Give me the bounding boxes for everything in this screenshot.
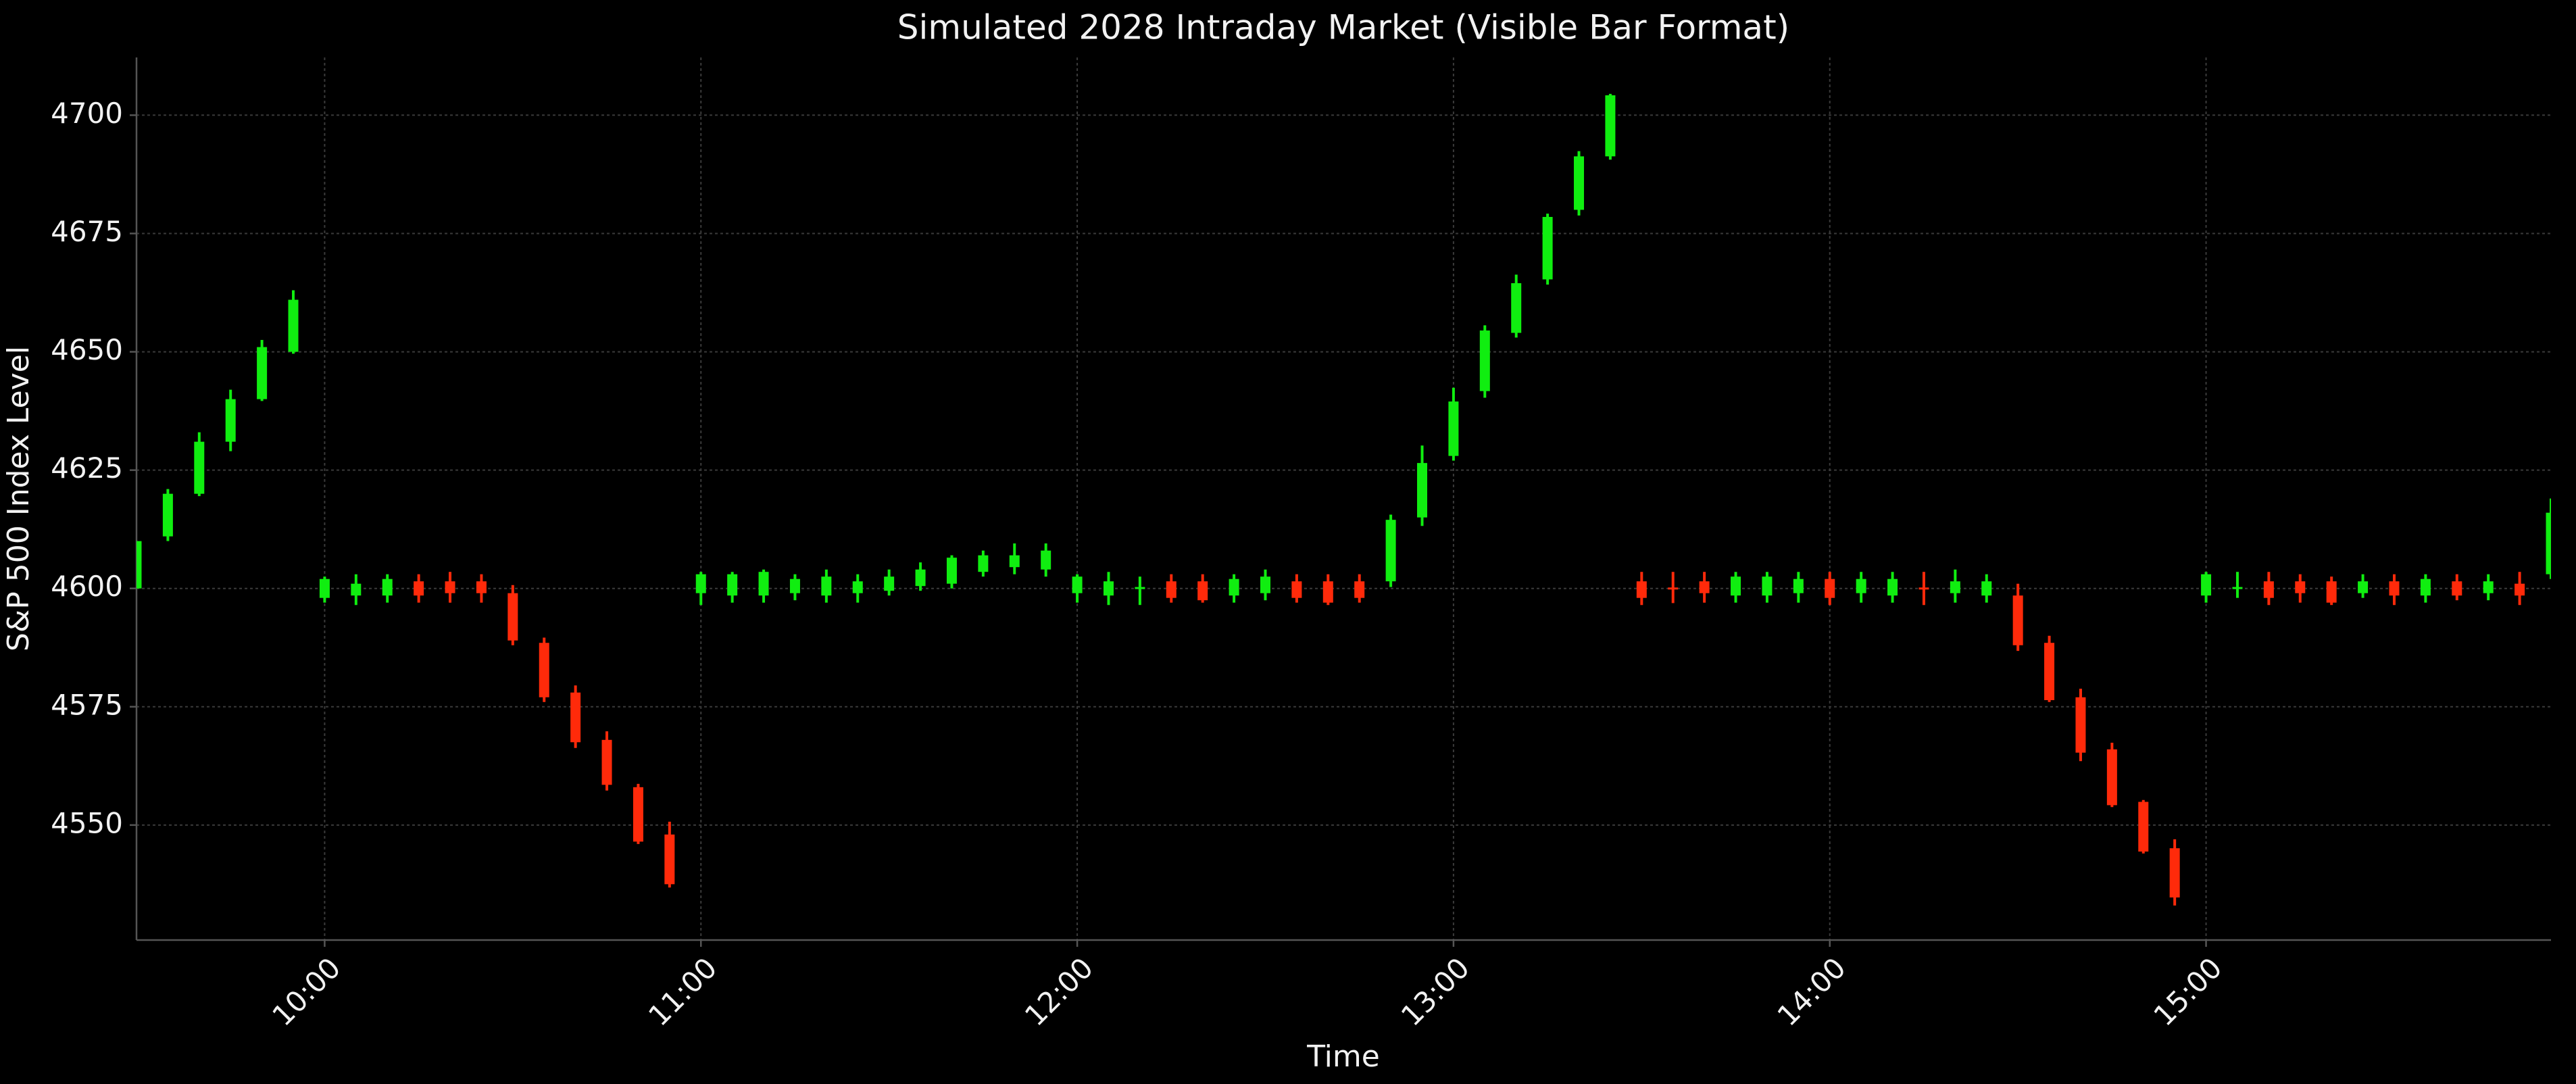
candle-body (2201, 574, 2212, 596)
candle-body (1291, 581, 1302, 598)
x-tick-label: 12:00 (1018, 951, 1099, 1032)
candle-body (2515, 583, 2525, 596)
candles (137, 93, 2551, 906)
candle-body (1825, 578, 1835, 598)
candle-body (288, 299, 299, 352)
candle-body (1103, 581, 1114, 596)
candle-body (1417, 463, 1428, 518)
candle-body (257, 347, 268, 399)
candle-body (1950, 581, 1960, 593)
candle-body (758, 572, 769, 596)
candle-body (2358, 581, 2369, 593)
candle-body (2169, 848, 2180, 897)
candle-body (2232, 587, 2243, 589)
y-tick-label: 4550 (51, 806, 123, 839)
y-tick-label: 4600 (51, 570, 123, 603)
candle-body (2295, 581, 2306, 593)
candle-body (225, 399, 236, 442)
candle-body (1668, 587, 1679, 590)
candle-body (1542, 216, 1553, 280)
candle-body (1574, 156, 1585, 210)
candle-body (1699, 581, 1710, 593)
x-tick-label: 15:00 (2147, 951, 2228, 1032)
candle-body (695, 574, 706, 593)
y-tick-label: 4675 (51, 215, 123, 248)
candle-body (633, 787, 643, 842)
y-tick-label: 4700 (51, 97, 123, 130)
candle-body (1197, 581, 1208, 601)
candle-body (2420, 578, 2431, 596)
x-tick-label: 14:00 (1771, 951, 1852, 1032)
candle-body (915, 569, 926, 587)
candle-body (2012, 595, 2023, 645)
candle-body (194, 441, 205, 494)
candle-body (2389, 581, 2400, 596)
candle-body (1229, 578, 1239, 596)
candle-body (1856, 578, 1866, 593)
candle-body (1981, 581, 1992, 596)
candle-body (1385, 520, 1396, 582)
candle-body (1260, 576, 1270, 593)
candle-body (1041, 550, 1051, 570)
candle-body (570, 692, 581, 743)
y-tick-label: 4575 (51, 688, 123, 721)
candle-body (2452, 581, 2462, 596)
candle-body (2044, 643, 2055, 700)
candle-body (319, 578, 330, 598)
chart-title: Simulated 2028 Intraday Market (Visible … (897, 8, 1789, 47)
candle-body (1166, 581, 1176, 598)
candle-body (1135, 587, 1145, 589)
candle-body (1479, 330, 1490, 391)
x-axis-label: Time (1306, 1039, 1380, 1074)
candle-body (2138, 802, 2149, 852)
candle-body (1322, 581, 1333, 603)
y-tick-label: 4625 (51, 451, 123, 485)
candle-body (2546, 512, 2551, 574)
candle-body (789, 578, 800, 593)
candle-body (162, 493, 173, 537)
candle-body (1511, 283, 1522, 333)
candle-body (2483, 581, 2494, 593)
candle-body (946, 558, 957, 584)
candle-body (884, 576, 895, 591)
candle-body (1448, 401, 1459, 456)
candle-body (1731, 576, 1741, 596)
candle-body (445, 581, 455, 593)
candle-body (1762, 576, 1773, 596)
candle-body (1072, 576, 1083, 593)
candle-body (601, 739, 612, 785)
candle-body (507, 593, 518, 641)
candle-body (1636, 581, 1647, 598)
candle-body (351, 583, 362, 596)
candle-body (2263, 581, 2274, 598)
candle-body (2106, 749, 2117, 806)
candle-body (476, 581, 487, 593)
candle-body (2075, 697, 2086, 753)
candle-body (821, 576, 832, 596)
candle-body (1918, 587, 1929, 590)
candle-body (414, 581, 424, 596)
candle-body (1793, 578, 1804, 593)
candle-body (539, 643, 549, 697)
x-tick-label: 13:00 (1395, 951, 1476, 1032)
y-axis-label: S&P 500 Index Level (1, 346, 36, 651)
candle-body (1605, 95, 1616, 157)
candle-body (1009, 555, 1020, 568)
candle-body (137, 541, 142, 589)
candle-body (1887, 578, 1898, 596)
candle-body (2326, 581, 2337, 603)
x-tick-label: 10:00 (266, 951, 347, 1032)
candle-body (664, 834, 675, 885)
candle-body (978, 555, 989, 572)
candle-body (727, 574, 738, 596)
candle-body (382, 578, 393, 596)
candle-body (1354, 581, 1365, 598)
x-tick-label: 11:00 (642, 951, 723, 1032)
candle-body (852, 581, 863, 593)
y-tick-label: 4650 (51, 333, 123, 366)
